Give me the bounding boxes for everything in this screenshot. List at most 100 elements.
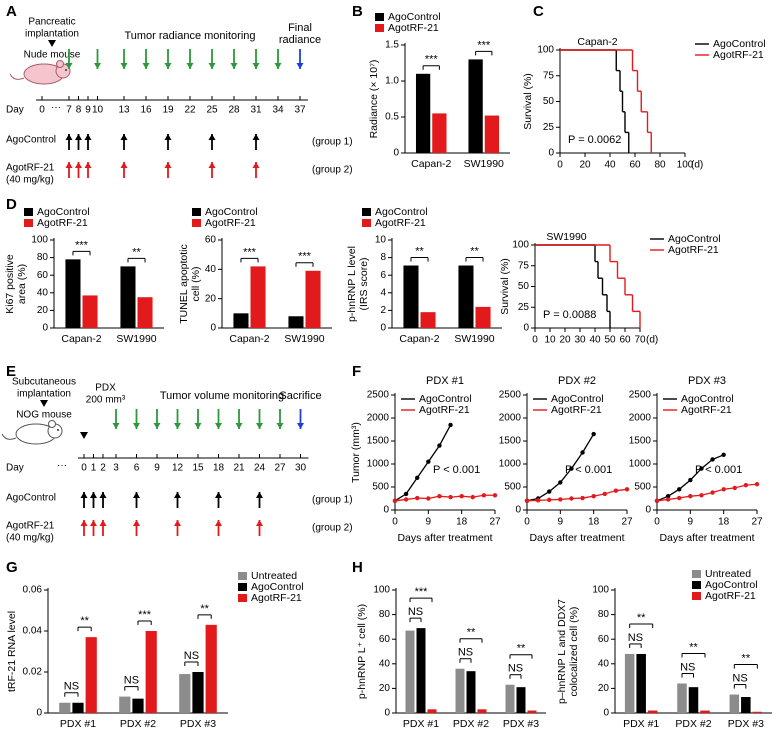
x-tick-label: Capan-2: [229, 333, 269, 345]
sig-label: **: [517, 643, 526, 655]
panel-label: A: [6, 3, 17, 20]
y-axis-label: Survival (%): [522, 73, 534, 130]
point: [558, 497, 563, 502]
monitoring-label: Tumor volume monitoring: [160, 390, 284, 402]
x-tick-label: PDX #3: [180, 718, 216, 730]
arrow-head: [186, 63, 194, 69]
x-tick-label: PDX #3: [503, 718, 539, 730]
y-tick-label: 0: [548, 148, 554, 159]
arrow-head: [252, 134, 260, 140]
x-tick-label: 18: [456, 517, 468, 528]
panel-label: H: [352, 559, 363, 576]
y-axis-label: cell (%): [190, 266, 202, 301]
point: [547, 489, 552, 494]
y-axis-label: TUNEL apoptotic: [178, 244, 190, 324]
x-axis-label: Days after treatment: [397, 532, 492, 544]
label: implantation: [25, 29, 79, 40]
bar: [505, 684, 515, 713]
y-tick-label: 1500: [367, 436, 390, 447]
y-tick-label: 50: [518, 281, 530, 292]
x-axis-label: (d): [646, 335, 658, 346]
point: [481, 493, 487, 498]
bar: [475, 306, 491, 328]
point: [524, 498, 530, 503]
legend-label: AgoControl: [375, 206, 428, 218]
x-tick-label: 60: [619, 335, 631, 346]
legend-label: AgoControl: [388, 11, 441, 23]
sig-label: ***: [138, 609, 152, 621]
point: [591, 431, 596, 437]
sig-label: **: [689, 641, 698, 653]
x-tick-label: 80: [654, 160, 666, 171]
bar: [179, 674, 191, 713]
legend-label: AgotRF-21: [205, 217, 256, 229]
day-label: 24: [254, 463, 266, 474]
arrow-head: [84, 134, 92, 140]
y-tick-label: 100: [592, 585, 609, 596]
y-tick-label: 6: [380, 270, 386, 281]
y-tick-label: 25: [518, 302, 530, 313]
sig-label: ***: [75, 239, 89, 251]
label: AgoControl: [6, 135, 56, 146]
bar: [416, 628, 426, 713]
day-label: 27: [274, 463, 286, 474]
point: [448, 422, 453, 428]
bar: [192, 672, 204, 713]
point: [392, 498, 398, 503]
arrow-head: [120, 63, 128, 69]
y-tick-label: 1500: [629, 436, 652, 447]
label: AgotRF-21: [6, 163, 55, 174]
y-tick-label: 0: [384, 708, 390, 719]
y-axis-label: (IRS score): [358, 257, 370, 310]
day-label: 19: [162, 105, 174, 116]
bar: [420, 312, 436, 328]
legend-swatch: [362, 208, 371, 216]
day-label: 37: [294, 105, 306, 116]
bar: [432, 113, 447, 153]
bar: [250, 266, 266, 328]
y-tick-label: 2000: [499, 413, 522, 424]
day-label: 22: [184, 105, 196, 116]
sig-label: NS: [184, 650, 199, 662]
legend-swatch: [375, 24, 384, 32]
y-tick-label: 10: [375, 235, 387, 246]
y-tick-label: 100: [31, 235, 48, 246]
x-tick-label: 40: [604, 160, 616, 171]
sig-label: NS: [680, 661, 695, 673]
point: [415, 475, 420, 480]
point: [547, 497, 552, 503]
point: [710, 457, 715, 462]
bar: [59, 702, 71, 713]
x-tick-label: Capan-2: [411, 158, 451, 170]
y-tick-label: 2: [380, 305, 386, 316]
y-tick-label: 0: [36, 708, 42, 719]
sig-label: ***: [243, 246, 257, 258]
mouse-label: NOG mouse: [16, 410, 72, 421]
legend-label: AgoControl: [37, 206, 90, 218]
chart-title: PDX #3: [688, 375, 726, 387]
bar: [205, 624, 217, 713]
arrow-head: [194, 423, 202, 429]
x-tick-label: 27: [489, 517, 501, 528]
label: implantation: [17, 389, 71, 400]
day-label: 15: [192, 463, 204, 474]
y-tick-label: 75: [518, 260, 530, 271]
arrow-head: [99, 520, 107, 526]
y-tick-label: 60: [598, 634, 610, 645]
arrow-head: [230, 63, 238, 69]
bar: [82, 295, 98, 328]
x-tick-label: 9: [688, 517, 694, 528]
x-tick-label: SW1990: [116, 333, 156, 345]
y-tick-label: 40: [598, 658, 610, 669]
day-label: 2: [100, 463, 106, 474]
point: [721, 452, 726, 457]
arrow-head: [99, 492, 107, 498]
x-tick-label: 20: [579, 160, 591, 171]
point: [688, 477, 693, 483]
point: [754, 482, 760, 487]
x-tick-label: 0: [654, 517, 660, 528]
day-label: 30: [295, 463, 307, 474]
x-tick-label: PDX #1: [623, 718, 659, 730]
mouse-eye: [65, 69, 67, 71]
point: [743, 482, 749, 488]
